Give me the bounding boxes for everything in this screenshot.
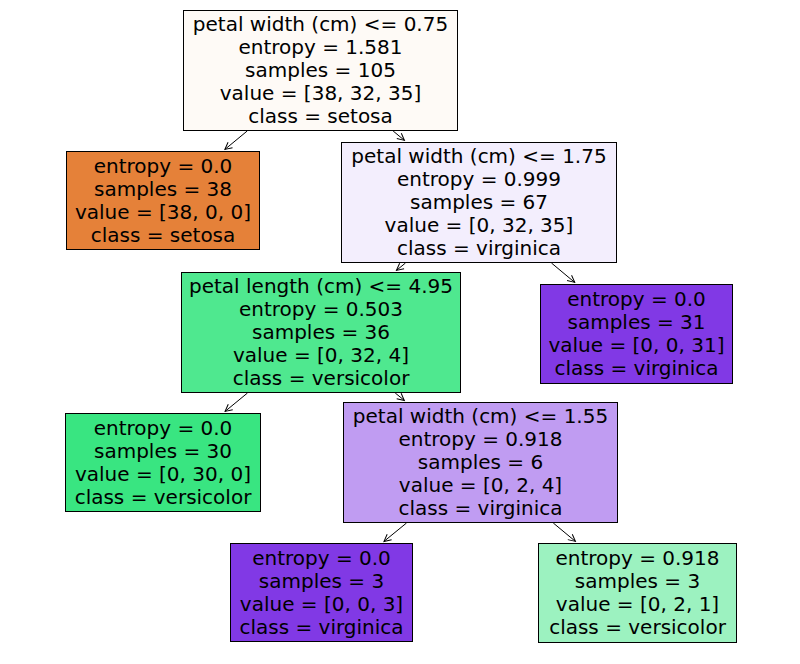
tree-edge <box>551 263 574 282</box>
node-samples: samples = 3 <box>575 570 700 593</box>
node-entropy: entropy = 1.581 <box>238 36 402 59</box>
node-value: value = [0, 0, 3] <box>240 593 403 616</box>
tree-node-leaf-setosa: entropy = 0.0 samples = 38 value = [38, … <box>66 151 260 250</box>
tree-node-leaf-virginica-3: entropy = 0.0 samples = 3 value = [0, 0,… <box>230 543 413 642</box>
node-value: value = [0, 0, 31] <box>548 334 724 357</box>
node-value: value = [0, 30, 0] <box>75 463 251 486</box>
node-value: value = [0, 32, 4] <box>233 344 409 367</box>
node-entropy: entropy = 0.918 <box>398 428 562 451</box>
node-samples: samples = 3 <box>259 570 384 593</box>
decision-tree-diagram: petal width (cm) <= 0.75 entropy = 1.581… <box>0 0 800 664</box>
node-split-condition: petal length (cm) <= 4.95 <box>189 275 453 298</box>
node-split-condition: petal width (cm) <= 0.75 <box>193 13 448 36</box>
node-class: class = virginica <box>398 497 562 520</box>
tree-edge <box>393 131 404 140</box>
tree-edge <box>553 523 575 541</box>
node-entropy: entropy = 0.0 <box>567 288 706 311</box>
node-entropy: entropy = 0.0 <box>252 547 391 570</box>
tree-node-leaf-versicolor-30: entropy = 0.0 samples = 30 value = [0, 3… <box>65 413 261 512</box>
node-value: value = [0, 2, 1] <box>556 593 719 616</box>
node-entropy: entropy = 0.0 <box>94 417 233 440</box>
node-split-condition: petal width (cm) <= 1.75 <box>351 145 606 168</box>
node-entropy: entropy = 0.503 <box>239 298 403 321</box>
node-entropy: entropy = 0.0 <box>94 155 233 178</box>
tree-edge <box>396 263 405 270</box>
node-class: class = versicolor <box>75 486 252 509</box>
tree-node-root: petal width (cm) <= 0.75 entropy = 1.581… <box>183 10 458 131</box>
node-split-condition: petal width (cm) <= 1.55 <box>353 405 608 428</box>
node-class: class = setosa <box>248 105 393 128</box>
node-value: value = [38, 0, 0] <box>75 201 251 224</box>
tree-edge <box>225 131 247 149</box>
tree-node-split-petal-width-155: petal width (cm) <= 1.55 entropy = 0.918… <box>343 402 618 523</box>
node-entropy: entropy = 0.999 <box>397 168 561 191</box>
node-class: class = virginica <box>397 237 561 260</box>
node-value: value = [0, 2, 4] <box>399 474 562 497</box>
tree-edge <box>225 393 247 411</box>
node-samples: samples = 31 <box>567 311 705 334</box>
tree-node-leaf-virginica-31: entropy = 0.0 samples = 31 value = [0, 0… <box>540 284 733 384</box>
node-class: class = setosa <box>91 224 236 247</box>
node-class: class = versicolor <box>233 367 410 390</box>
node-class: class = virginica <box>554 357 718 380</box>
tree-node-split-petal-width-175: petal width (cm) <= 1.75 entropy = 0.999… <box>341 142 617 263</box>
tree-edge <box>384 523 407 541</box>
node-entropy: entropy = 0.918 <box>555 547 719 570</box>
node-samples: samples = 38 <box>94 178 232 201</box>
node-samples: samples = 67 <box>410 191 548 214</box>
node-samples: samples = 30 <box>94 440 232 463</box>
tree-node-split-petal-length-495: petal length (cm) <= 4.95 entropy = 0.50… <box>181 272 461 393</box>
node-samples: samples = 36 <box>252 321 390 344</box>
node-class: class = virginica <box>239 616 403 639</box>
node-class: class = versicolor <box>549 616 726 639</box>
node-value: value = [38, 32, 35] <box>220 82 421 105</box>
node-samples: samples = 6 <box>418 451 543 474</box>
tree-edge <box>395 393 404 400</box>
node-value: value = [0, 32, 35] <box>385 214 574 237</box>
node-samples: samples = 105 <box>245 59 396 82</box>
tree-node-leaf-versicolor-3: entropy = 0.918 samples = 3 value = [0, … <box>538 543 737 643</box>
